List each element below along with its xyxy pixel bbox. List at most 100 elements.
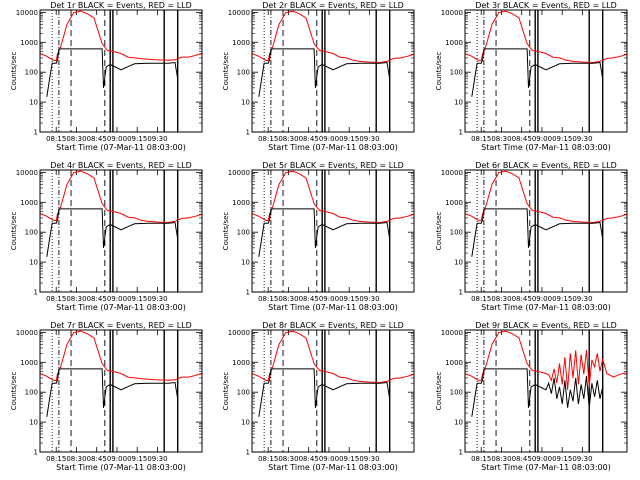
x-tick-label: 08:45 — [87, 295, 107, 303]
x-tick-label: 08:15 — [46, 135, 66, 143]
x-tick-label: 09:15 — [127, 295, 147, 303]
series-group — [40, 10, 202, 97]
y-axis-label: Counts/sec — [222, 372, 230, 411]
series-events-line — [258, 368, 391, 417]
y-axis-label: Counts/sec — [435, 212, 443, 251]
x-tick-label: 08:15 — [258, 135, 278, 143]
y-tick-label: 1 — [459, 289, 463, 297]
x-tick-label: 09:30 — [359, 455, 379, 463]
panel-title: Det 4r BLACK = Events, RED = LLD — [50, 161, 192, 170]
x-tick-label: 08:30 — [66, 135, 86, 143]
y-tick-label: 1000 — [232, 39, 250, 47]
x-tick-label: 09:15 — [552, 295, 572, 303]
y-tick-label: 1 — [246, 449, 250, 457]
y-tick-label: 10000 — [441, 329, 463, 337]
series-group — [252, 10, 414, 97]
x-tick-label: 08:30 — [491, 135, 511, 143]
y-tick-label: 1000 — [20, 199, 38, 207]
y-tick-label: 1000 — [20, 359, 38, 367]
series-events-line — [258, 208, 391, 257]
plot-frame — [464, 329, 628, 453]
x-tick-label: 09:15 — [127, 135, 147, 143]
x-tick-label: 08:30 — [278, 455, 298, 463]
x-tick-label: 08:15 — [471, 135, 491, 143]
y-tick-label: 1 — [459, 129, 463, 137]
y-tick-label: 1 — [246, 129, 250, 137]
x-tick-label: 09:30 — [147, 455, 167, 463]
y-tick-label: 10000 — [16, 329, 38, 337]
y-tick-label: 10 — [454, 419, 463, 427]
panel-det-3: Det 3r BLACK = Events, RED = LLD 1 10 100 10… — [435, 1, 628, 152]
y-axis-label: Counts/sec — [10, 212, 18, 251]
x-axis-label: Start Time (07-Mar-11 08:03:00) — [268, 463, 398, 472]
x-tick-label: 09:00 — [532, 135, 552, 143]
panel-title: Det 9r BLACK = Events, RED = LLD — [475, 321, 617, 330]
x-tick-label: 09:15 — [127, 455, 147, 463]
x-axis-label: Start Time (07-Mar-11 08:03:00) — [56, 143, 186, 152]
y-tick-label: 10000 — [441, 169, 463, 177]
series-group — [40, 330, 202, 417]
y-tick-label: 1 — [34, 449, 38, 457]
y-axis-label: Counts/sec — [222, 212, 230, 251]
x-axis-label: Start Time (07-Mar-11 08:03:00) — [56, 463, 186, 472]
y-tick-label: 10 — [241, 419, 250, 427]
y-tick-label: 1 — [246, 289, 250, 297]
y-tick-label: 10000 — [228, 329, 250, 337]
series-lld-line — [465, 330, 627, 390]
y-tick-label: 1 — [459, 449, 463, 457]
panel-det-1: Det 1r BLACK = Events, RED = LLD 1 10 100 10… — [10, 1, 203, 152]
series-group — [252, 330, 414, 417]
x-tick-label: 08:30 — [278, 135, 298, 143]
plot-frame — [251, 9, 415, 133]
y-axis-label: Counts/sec — [435, 372, 443, 411]
series-events-line — [46, 368, 179, 417]
x-tick-label: 08:45 — [87, 455, 107, 463]
y-tick-label: 100 — [25, 229, 38, 237]
x-tick-label: 09:30 — [572, 455, 592, 463]
y-tick-label: 1000 — [20, 39, 38, 47]
y-tick-label: 100 — [450, 69, 463, 77]
plot-frame — [251, 169, 415, 293]
panel-title: Det 7r BLACK = Events, RED = LLD — [50, 321, 192, 330]
plot-frame — [251, 329, 415, 453]
x-tick-label: 08:45 — [299, 135, 319, 143]
x-tick-label: 08:30 — [278, 295, 298, 303]
plot-frame — [464, 169, 628, 293]
series-events-line — [46, 48, 179, 97]
y-axis-label: Counts/sec — [435, 52, 443, 91]
y-tick-label: 100 — [237, 389, 250, 397]
x-axis-label: Start Time (07-Mar-11 08:03:00) — [268, 303, 398, 312]
y-tick-label: 100 — [25, 69, 38, 77]
y-tick-label: 1000 — [445, 199, 463, 207]
panel-title: Det 5r BLACK = Events, RED = LLD — [262, 161, 404, 170]
x-tick-label: 08:30 — [66, 455, 86, 463]
plot-frame — [39, 9, 203, 133]
x-tick-label: 09:00 — [319, 135, 339, 143]
x-tick-label: 08:15 — [258, 295, 278, 303]
panel-title: Det 2r BLACK = Events, RED = LLD — [262, 1, 404, 10]
y-tick-label: 1 — [34, 129, 38, 137]
y-axis-label: Counts/sec — [10, 372, 18, 411]
y-axis-label: Counts/sec — [222, 52, 230, 91]
y-tick-label: 10000 — [228, 169, 250, 177]
x-tick-label: 09:30 — [147, 295, 167, 303]
panel-det-4: Det 4r BLACK = Events, RED = LLD 1 10 100 10… — [10, 161, 203, 312]
series-group — [465, 10, 627, 97]
x-tick-label: 08:45 — [512, 135, 532, 143]
x-tick-label: 08:30 — [491, 295, 511, 303]
x-tick-label: 09:00 — [532, 455, 552, 463]
plot-frame — [39, 169, 203, 293]
x-axis-label: Start Time (07-Mar-11 08:03:00) — [481, 463, 611, 472]
plot-frame — [464, 9, 628, 133]
x-tick-label: 08:45 — [87, 135, 107, 143]
y-tick-label: 10 — [29, 259, 38, 267]
x-tick-label: 08:45 — [299, 455, 319, 463]
x-tick-label: 09:30 — [359, 295, 379, 303]
y-tick-label: 10000 — [16, 169, 38, 177]
panel-det-2: Det 2r BLACK = Events, RED = LLD 1 10 100 10… — [222, 1, 415, 152]
x-tick-label: 08:15 — [46, 295, 66, 303]
y-tick-label: 100 — [237, 69, 250, 77]
x-tick-label: 09:15 — [339, 295, 359, 303]
x-tick-label: 08:45 — [512, 295, 532, 303]
panel-det-8: Det 8r BLACK = Events, RED = LLD 1 10 100 10… — [222, 321, 415, 472]
